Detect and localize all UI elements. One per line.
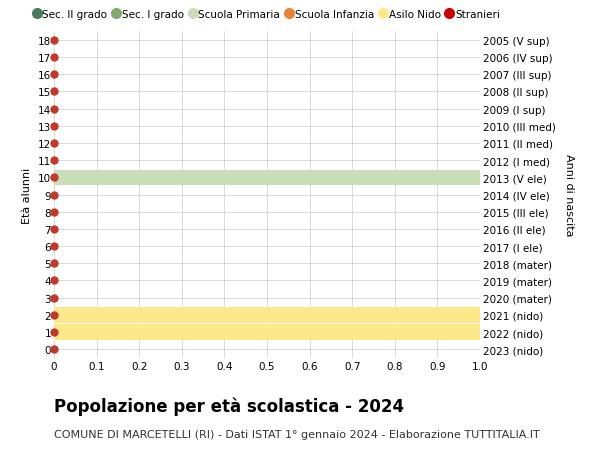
Bar (54, 308, 480, 323)
Bar (54, 325, 480, 340)
Y-axis label: Età alunni: Età alunni (22, 167, 32, 223)
Y-axis label: Anni di nascita: Anni di nascita (564, 154, 574, 236)
Text: COMUNE DI MARCETELLI (RI) - Dati ISTAT 1° gennaio 2024 - Elaborazione TUTTITALIA: COMUNE DI MARCETELLI (RI) - Dati ISTAT 1… (54, 429, 540, 439)
Bar (54, 170, 480, 185)
Text: Popolazione per età scolastica - 2024: Popolazione per età scolastica - 2024 (54, 397, 404, 415)
Legend: Sec. II grado, Sec. I grado, Scuola Primaria, Scuola Infanzia, Asilo Nido, Stran: Sec. II grado, Sec. I grado, Scuola Prim… (34, 10, 500, 20)
